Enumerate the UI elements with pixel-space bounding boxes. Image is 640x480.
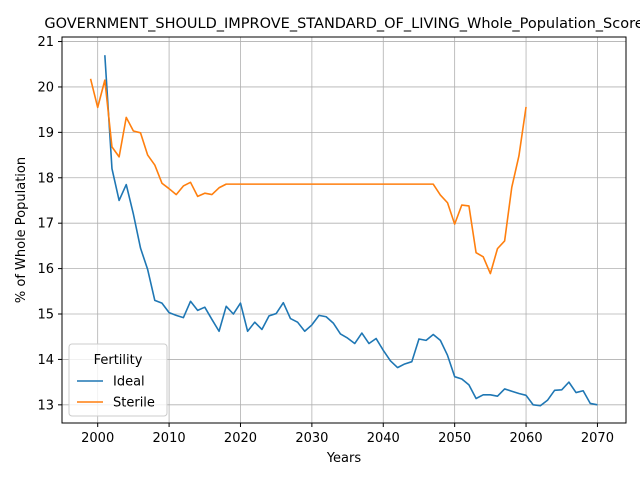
x-tick-label: 2070 xyxy=(581,431,614,446)
legend-box xyxy=(68,343,168,417)
y-tick-label: 18 xyxy=(37,171,54,186)
legend-label-sterile: Sterile xyxy=(113,396,155,411)
chart-title: GOVERNMENT_SHOULD_IMPROVE_STANDARD_OF_LI… xyxy=(44,16,640,32)
legend-title: Fertility xyxy=(94,353,143,368)
series-lines xyxy=(89,55,598,407)
y-tick-label: 15 xyxy=(37,308,54,323)
x-tick-label: 2040 xyxy=(367,431,400,446)
grid-lines xyxy=(62,37,626,423)
y-tick-label: 16 xyxy=(37,262,54,277)
x-tick-label: 2030 xyxy=(295,431,328,446)
y-tick-label: 17 xyxy=(37,217,54,232)
y-tick-label: 19 xyxy=(37,126,54,141)
y-tick-label: 21 xyxy=(37,35,54,50)
y-tick-label: 13 xyxy=(37,398,54,413)
y-tick-label: 20 xyxy=(37,80,54,95)
legend: Fertility Ideal Sterile xyxy=(68,343,168,417)
y-tick-label: 14 xyxy=(37,353,54,368)
legend-entries: Ideal Sterile xyxy=(77,375,155,411)
legend-label-ideal: Ideal xyxy=(113,375,145,390)
axes-frame xyxy=(61,36,627,424)
series-line-ideal xyxy=(104,55,598,407)
axis-ticks: 2000 2010 2020 2030 2040 2050 2060 2070 13 14 15 16… xyxy=(37,35,614,446)
y-axis-label: % of Whole Population xyxy=(14,157,29,303)
x-axis-label: Years xyxy=(326,451,362,466)
series-line-sterile xyxy=(89,78,527,275)
x-tick-label: 2020 xyxy=(224,431,257,446)
x-tick-label: 2050 xyxy=(438,431,471,446)
x-tick-label: 2060 xyxy=(510,431,543,446)
x-tick-label: 2010 xyxy=(153,431,186,446)
x-tick-label: 2000 xyxy=(81,431,114,446)
